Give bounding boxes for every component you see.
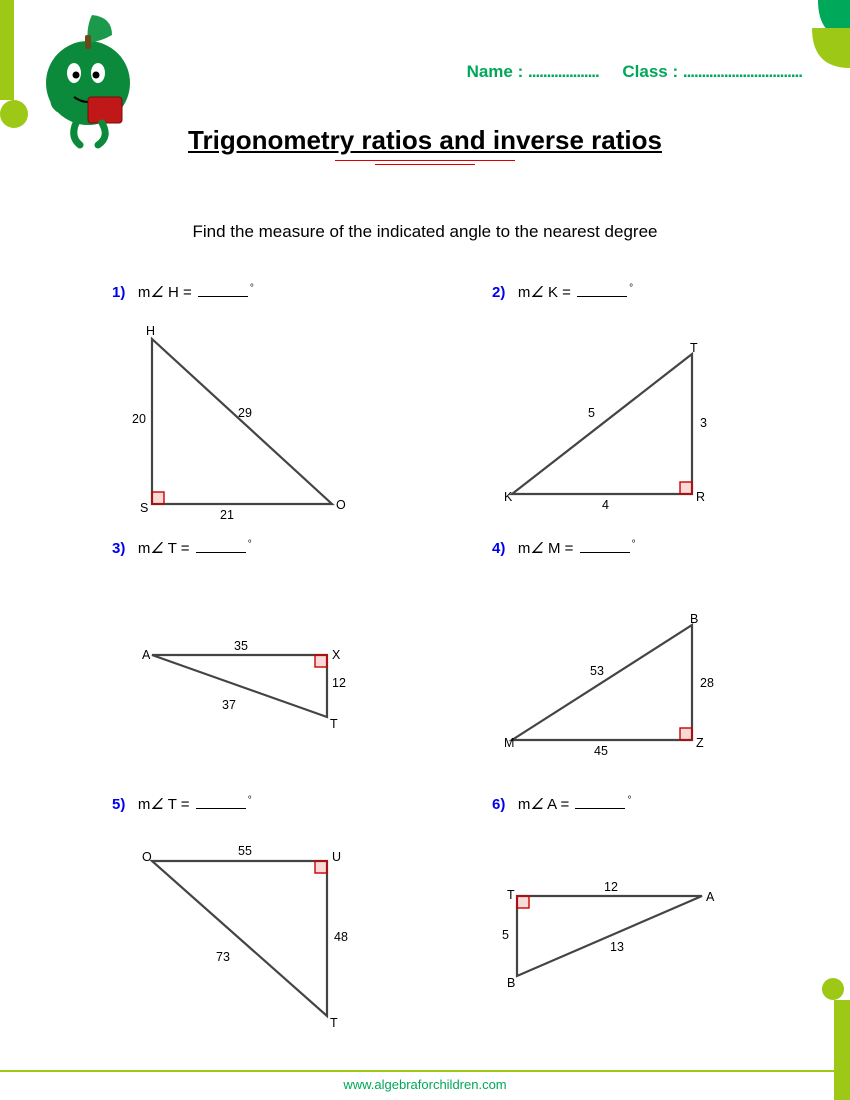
- svg-text:B: B: [507, 976, 515, 990]
- qnum-1: 1): [112, 284, 125, 301]
- svg-text:37: 37: [222, 698, 236, 712]
- answer-blank-6[interactable]: [575, 808, 625, 809]
- class-blank[interactable]: [683, 62, 802, 82]
- svg-text:X: X: [332, 648, 341, 662]
- svg-text:T: T: [330, 1016, 338, 1030]
- triangle-1: H S O 20 21 29: [112, 309, 352, 519]
- question-2: 2) m∠ K = °: [492, 283, 752, 301]
- name-label: Name :: [467, 62, 524, 82]
- svg-text:12: 12: [604, 880, 618, 894]
- question-1: 1) m∠ H = °: [112, 283, 422, 301]
- svg-text:O: O: [336, 498, 346, 512]
- svg-text:O: O: [142, 850, 152, 864]
- triangle-6: T A B 12 5 13: [492, 821, 732, 1001]
- answer-blank-4[interactable]: [580, 552, 630, 553]
- svg-text:S: S: [140, 501, 148, 515]
- footer-divider: [0, 1070, 850, 1072]
- svg-text:20: 20: [132, 412, 146, 426]
- svg-text:21: 21: [220, 508, 234, 519]
- svg-text:U: U: [332, 850, 341, 864]
- instruction-text: Find the measure of the indicated angle …: [0, 222, 850, 242]
- svg-text:H: H: [146, 324, 155, 338]
- page-title: Trigonometry ratios and inverse ratios: [0, 125, 850, 156]
- svg-text:K: K: [504, 490, 513, 504]
- svg-text:45: 45: [594, 744, 608, 758]
- triangle-2: T K R 5 4 3: [492, 309, 732, 519]
- svg-text:12: 12: [332, 676, 346, 690]
- name-blank[interactable]: [528, 62, 599, 82]
- name-class-fields: Name : Class :: [467, 62, 802, 82]
- footer-url: www.algebraforchildren.com: [0, 1077, 850, 1092]
- question-3: 3) m∠ T = °: [112, 539, 422, 557]
- question-6: 6) m∠ A = °: [492, 795, 752, 813]
- corner-decoration-tr: [810, 0, 850, 80]
- corner-decoration-tl-bar: [0, 0, 14, 100]
- svg-text:29: 29: [238, 406, 252, 420]
- answer-blank-2[interactable]: [577, 296, 627, 297]
- qnum-3: 3): [112, 540, 125, 557]
- svg-text:53: 53: [590, 664, 604, 678]
- svg-text:5: 5: [502, 928, 509, 942]
- svg-text:13: 13: [610, 940, 624, 954]
- svg-text:48: 48: [334, 930, 348, 944]
- qnum-2: 2): [492, 284, 505, 301]
- question-4: 4) m∠ M = °: [492, 539, 752, 557]
- triangle-3: A X T 35 12 37: [112, 565, 362, 745]
- svg-text:Z: Z: [696, 736, 704, 750]
- svg-text:55: 55: [238, 844, 252, 858]
- corner-decoration-br-dot: [822, 978, 844, 1000]
- class-label: Class :: [622, 62, 678, 82]
- qnum-5: 5): [112, 796, 125, 813]
- svg-text:35: 35: [234, 639, 248, 653]
- title-underline-2: [375, 164, 475, 165]
- svg-text:3: 3: [700, 416, 707, 430]
- title-underline-1: [335, 160, 515, 161]
- svg-text:T: T: [507, 888, 515, 902]
- triangle-4: B M Z 53 45 28: [492, 565, 732, 765]
- qnum-4: 4): [492, 540, 505, 557]
- svg-text:5: 5: [588, 406, 595, 420]
- problems-grid: 1) m∠ H = ° H S O 20 21 29 2): [112, 283, 752, 1031]
- svg-text:28: 28: [700, 676, 714, 690]
- svg-text:A: A: [706, 890, 715, 904]
- corner-decoration-tl-dot: [0, 100, 28, 128]
- svg-text:73: 73: [216, 950, 230, 964]
- answer-blank-1[interactable]: [198, 296, 248, 297]
- triangle-5: O U T 55 48 73: [112, 821, 362, 1031]
- svg-text:4: 4: [602, 498, 609, 512]
- svg-text:B: B: [690, 612, 698, 626]
- svg-text:A: A: [142, 648, 151, 662]
- svg-text:T: T: [330, 717, 338, 731]
- svg-text:M: M: [504, 736, 514, 750]
- answer-blank-3[interactable]: [196, 552, 246, 553]
- svg-text:R: R: [696, 490, 705, 504]
- answer-blank-5[interactable]: [196, 808, 246, 809]
- qnum-6: 6): [492, 796, 505, 813]
- svg-text:T: T: [690, 341, 698, 355]
- question-5: 5) m∠ T = °: [112, 795, 422, 813]
